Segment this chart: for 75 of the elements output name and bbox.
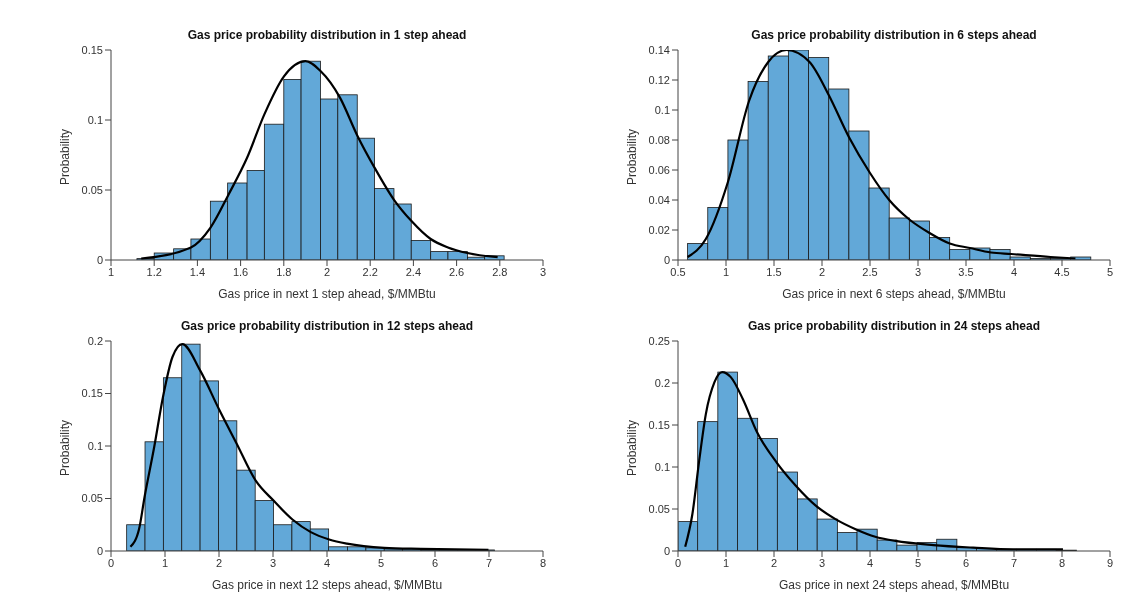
y-tick-label: 0.2: [87, 334, 103, 347]
y-tick-label: 0: [663, 544, 670, 557]
x-tick-label: 1.8: [276, 265, 292, 278]
chart-title: Gas price probability distribution in 24 steps ahead: [746, 318, 1042, 335]
x-tick-label: 2.2: [362, 265, 378, 278]
x-tick-label: 5: [1106, 265, 1114, 278]
y-tick-label: 0.08: [648, 133, 670, 146]
x-tick-label: 2.8: [492, 265, 508, 278]
x-axis-title: Gas price in next 12 steps ahead, $/MMBtu: [211, 578, 443, 592]
x-tick-label: 1: [107, 265, 115, 278]
chart-title: Gas price probability distribution in 12 steps ahead: [179, 318, 475, 335]
y-tick-label: 0.02: [648, 223, 670, 236]
chart-title: Gas price probability distribution in 6 steps ahead: [750, 27, 1038, 44]
x-tick-label: 3: [818, 556, 826, 569]
x-axis-title: Gas price in next 24 steps ahead, $/MMBtu: [778, 578, 1010, 592]
x-tick-label: 9: [1106, 556, 1114, 569]
y-tick-label: 0.04: [648, 193, 670, 206]
y-axis-title: Probability: [58, 128, 73, 185]
x-tick-label: 4.5: [1054, 265, 1070, 278]
x-tick-label: 2: [770, 556, 778, 569]
chart-title: Gas price probability distribution in 1 step ahead: [186, 27, 468, 44]
x-tick-label: 6: [431, 556, 439, 569]
y-tick-label: 0.1: [87, 439, 103, 452]
x-tick-label: 4: [866, 556, 874, 569]
y-tick-label: 0.15: [648, 418, 670, 431]
y-tick-label: 0.2: [654, 376, 670, 389]
x-tick-label: 1: [722, 556, 730, 569]
x-tick-label: 2.5: [862, 265, 878, 278]
x-tick-label: 3: [269, 556, 277, 569]
x-tick-label: 8: [539, 556, 547, 569]
y-axis-title: Probability: [58, 419, 73, 476]
x-tick-label: 1.2: [146, 265, 162, 278]
y-axis-title: Probability: [625, 128, 640, 185]
x-tick-label: 0: [674, 556, 682, 569]
y-tick-label: 0.06: [648, 163, 670, 176]
y-tick-label: 0.05: [81, 183, 103, 196]
x-tick-label: 2: [818, 265, 826, 278]
x-tick-label: 0: [107, 556, 115, 569]
y-tick-label: 0.1: [87, 113, 103, 126]
y-axis-title: Probability: [625, 419, 640, 476]
x-tick-label: 3: [914, 265, 922, 278]
x-tick-label: 2.4: [405, 265, 422, 278]
x-tick-label: 5: [914, 556, 922, 569]
y-tick-label: 0.15: [81, 43, 103, 56]
y-tick-label: 0: [663, 253, 670, 266]
x-tick-label: 1.4: [189, 265, 206, 278]
y-tick-label: 0.25: [648, 334, 670, 347]
x-axis-title: Gas price in next 1 step ahead, $/MMBtu: [218, 287, 436, 301]
x-tick-label: 0.5: [670, 265, 686, 278]
x-tick-label: 6: [962, 556, 970, 569]
x-tick-label: 4: [1010, 265, 1018, 278]
y-tick-label: 0.1: [654, 103, 670, 116]
x-tick-label: 2.6: [448, 265, 465, 278]
x-tick-label: 7: [485, 556, 493, 569]
x-tick-label: 1: [161, 556, 169, 569]
x-tick-label: 1.5: [766, 265, 782, 278]
y-tick-label: 0.12: [648, 73, 670, 86]
x-tick-label: 1.6: [232, 265, 249, 278]
x-tick-label: 2: [323, 265, 331, 278]
x-tick-label: 3.5: [958, 265, 974, 278]
x-tick-label: 4: [323, 556, 331, 569]
y-tick-label: 0.05: [648, 502, 670, 515]
x-tick-label: 2: [215, 556, 223, 569]
x-tick-label: 1: [722, 265, 730, 278]
x-axis-title: Gas price in next 6 steps ahead, $/MMBtu: [782, 287, 1006, 301]
y-tick-label: 0.14: [648, 43, 670, 56]
x-tick-label: 5: [377, 556, 385, 569]
y-tick-label: 0: [96, 544, 103, 557]
y-tick-label: 0.1: [654, 460, 670, 473]
x-tick-label: 3: [539, 265, 547, 278]
y-tick-label: 0.05: [81, 492, 103, 505]
x-tick-label: 8: [1058, 556, 1066, 569]
y-tick-label: 0.15: [81, 387, 103, 400]
x-tick-label: 7: [1010, 556, 1018, 569]
y-tick-label: 0: [96, 253, 103, 266]
